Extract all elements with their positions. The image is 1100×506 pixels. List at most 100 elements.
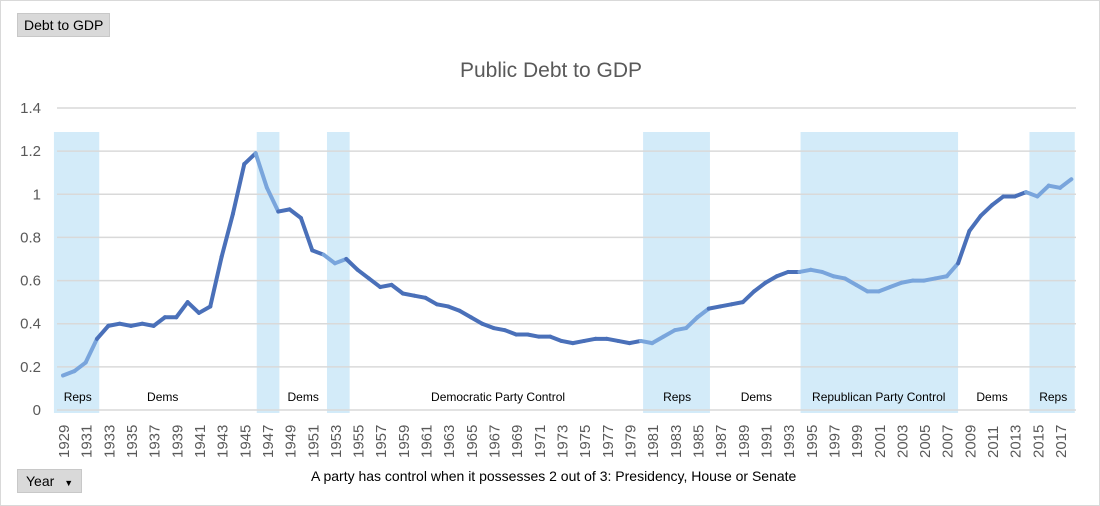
debt-line-segment — [457, 308, 473, 320]
debt-line-segment — [366, 276, 383, 290]
debt-line-segment — [854, 282, 870, 294]
debt-line-segment — [967, 213, 983, 233]
debt-line-segment — [344, 257, 360, 272]
x-tick-label: 1971 — [532, 425, 549, 458]
debt-line-segment — [332, 257, 349, 266]
party-annotation: Dems — [976, 390, 1007, 404]
debt-line-segment — [888, 280, 904, 290]
party-annotation: Reps — [64, 390, 92, 404]
party-annotation: Republican Party Control — [812, 390, 945, 404]
y-tick-label: 0.4 — [20, 316, 41, 333]
debt-line-segment — [185, 300, 201, 315]
party-annotation: Democratic Party Control — [431, 390, 565, 404]
debt-line-segment — [695, 306, 711, 320]
party-annotation: Reps — [663, 390, 691, 404]
x-tick-label: 2009 — [962, 425, 979, 458]
y-tick-label: 0.6 — [20, 273, 41, 290]
party-annotation: Dems — [288, 390, 319, 404]
party-control-band — [1029, 132, 1075, 413]
x-tick-label: 1931 — [79, 425, 96, 458]
debt-line-segment — [253, 151, 269, 190]
debt-line-segment — [72, 360, 88, 374]
debt-line-segment — [548, 334, 564, 343]
debt-line-segment — [230, 162, 247, 216]
x-tick-label: 1943 — [215, 425, 232, 458]
x-tick-label: 1965 — [464, 425, 481, 458]
debt-line-segment — [83, 336, 99, 365]
footnote: A party has control when it possesses 2 … — [311, 468, 797, 484]
debt-line-segment — [287, 207, 303, 221]
x-tick-label: 1935 — [124, 425, 141, 458]
party-control-band — [256, 132, 280, 413]
x-tick-label: 1955 — [351, 425, 368, 458]
debt-line-segment — [661, 328, 677, 339]
debt-line-segment — [480, 321, 496, 331]
debt-line-segment — [468, 315, 485, 326]
debt-line-segment — [242, 151, 258, 167]
debt-line-segment — [1058, 177, 1074, 190]
x-tick-label: 1991 — [758, 425, 775, 458]
year-field-button[interactable]: Year ▼ — [17, 469, 83, 493]
debt-line-segment — [196, 304, 213, 315]
x-tick-label: 1977 — [600, 425, 617, 458]
debt-line-segment — [355, 267, 371, 281]
x-tick-label: 1999 — [849, 425, 866, 458]
x-tick-label: 1969 — [509, 425, 526, 458]
debt-line-segment — [321, 252, 337, 266]
x-tick-label: 1967 — [487, 425, 504, 458]
x-tick-label: 1947 — [260, 425, 277, 458]
debt-line-segment — [752, 280, 768, 294]
x-tick-label: 1941 — [192, 425, 209, 458]
x-tick-label: 2013 — [1008, 425, 1025, 458]
debt-line-segment — [990, 194, 1006, 208]
x-tick-label: 1981 — [645, 425, 662, 458]
debt-line-segment — [876, 285, 893, 294]
y-tick-label: 1 — [33, 186, 41, 203]
x-tick-label: 1953 — [328, 425, 345, 458]
x-tick-label: 1979 — [623, 425, 640, 458]
debt-line-segment — [151, 315, 167, 328]
party-control-band — [643, 132, 710, 413]
x-tick-label: 1983 — [668, 425, 685, 458]
x-tick-label: 1933 — [101, 425, 118, 458]
party-control-band — [326, 132, 350, 413]
x-tick-label: 1985 — [690, 425, 707, 458]
debt-to-gdp-field-button[interactable]: Debt to GDP — [17, 13, 111, 37]
x-tick-label: 2017 — [1053, 425, 1070, 458]
debt-line-segment — [740, 289, 757, 305]
x-tick-label: 1973 — [555, 425, 572, 458]
y-tick-label: 0 — [33, 402, 41, 419]
debt-line-segment — [763, 274, 779, 285]
dropdown-arrow-icon: ▼ — [64, 478, 74, 488]
y-tick-label: 1.4 — [20, 100, 41, 117]
x-tick-label: 1989 — [736, 425, 753, 458]
debt-line-segment — [1035, 183, 1051, 199]
x-tick-label: 1963 — [441, 425, 458, 458]
party-annotation: Reps — [1039, 390, 1067, 404]
x-tick-label: 1937 — [147, 425, 164, 458]
debt-line-segment — [219, 211, 235, 259]
x-tick-label: 1939 — [169, 425, 186, 458]
debt-line-segment — [1012, 190, 1029, 199]
y-tick-label: 0.8 — [20, 229, 41, 246]
x-tick-label: 2001 — [872, 425, 889, 458]
debt-line-segment — [774, 269, 791, 279]
x-tick-label: 2003 — [894, 425, 911, 458]
party-annotation: Dems — [147, 390, 178, 404]
debt-line-segment — [842, 276, 859, 287]
x-tick-label: 1993 — [781, 425, 798, 458]
x-tick-label: 1951 — [305, 425, 322, 458]
x-tick-label: 1949 — [283, 425, 300, 458]
x-tick-label: 1945 — [237, 425, 254, 458]
debt-line-segment — [684, 315, 700, 331]
x-tick-label: 1961 — [419, 425, 436, 458]
x-tick-label: 1957 — [373, 425, 390, 458]
debt-line-segment — [1024, 190, 1040, 199]
year-label: Year — [26, 473, 55, 489]
y-tick-label: 1.2 — [20, 143, 41, 160]
debt-line-segment — [650, 334, 666, 346]
x-tick-label: 1959 — [396, 425, 413, 458]
debt-line-segment — [310, 248, 326, 257]
